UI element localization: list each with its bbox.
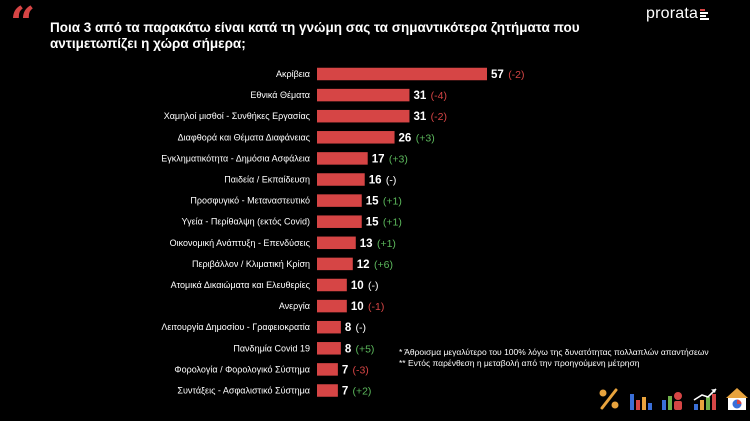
category-label: Προσφυγικό - Μεταναστευτικό [190, 196, 310, 206]
page-title: Ποια 3 από τα παρακάτω είναι κατά τη γνώ… [50, 20, 580, 51]
home-chart-icon [726, 388, 748, 410]
category-label: Εθνικά Θέματα [250, 90, 310, 100]
category-label: Οικονομική Ανάπτυξη - Επενδύσεις [170, 238, 311, 248]
bar [317, 278, 347, 292]
change-label: (+3) [416, 132, 435, 144]
value-label: 15 [366, 196, 379, 208]
brand-logo: prorata [646, 5, 710, 23]
bar [317, 67, 487, 81]
value-label: 10 [351, 280, 364, 292]
bar [317, 215, 362, 228]
category-label: Ατομικά Δικαιώματα και Ελευθερίες [171, 280, 311, 290]
category-label: Ακρίβεια [276, 69, 310, 79]
category-label: Περιβάλλον / Κλιματική Κρίση [192, 259, 310, 269]
category-label: Υγεία - Περίθαλψη (εκτός Covid) [182, 217, 310, 227]
bar [317, 194, 362, 207]
change-label: (-2) [508, 69, 524, 81]
bar-chart-people-icon [662, 392, 682, 410]
footnote-1: * Άθροισμα μεγαλύτερο του 100% λόγω της … [399, 347, 709, 357]
value-label: 10 [351, 301, 364, 313]
change-label: (+6) [374, 259, 393, 271]
category-label: Φορολογία / Φορολογικό Σύστημα [174, 364, 310, 374]
value-label: 31 [413, 111, 426, 123]
bar [317, 152, 368, 165]
change-label: (+2) [352, 386, 371, 398]
value-label: 26 [399, 132, 412, 144]
value-label: 17 [372, 153, 385, 165]
change-label: (-4) [431, 90, 447, 102]
change-label: (-) [368, 280, 379, 292]
footnote-2: ** Εντός παρένθεση η μεταβολή από την πρ… [399, 358, 640, 368]
bar [317, 299, 347, 313]
bar [317, 384, 338, 397]
category-label: Εγκληματικότητα - Δημόσια Ασφάλεια [161, 153, 310, 163]
value-label: 31 [413, 90, 426, 102]
category-label: Συντάξεις - Ασφαλιστικό Σύστημα [177, 386, 310, 396]
bar [317, 88, 410, 102]
bar [317, 109, 410, 123]
quote-mark-icon: “ [10, 0, 36, 49]
percent-icon [599, 388, 619, 410]
footnotes: * Άθροισμα μεγαλύτερο του 100% λόγω της … [399, 347, 709, 369]
trend-chart-icon [693, 388, 717, 410]
category-label: Παιδεία / Εκπαίδευση [224, 175, 310, 185]
value-label: 12 [357, 259, 370, 271]
value-label: 7 [342, 364, 348, 376]
category-label: Ανεργία [279, 301, 310, 311]
change-label: (-1) [368, 301, 384, 313]
change-label: (-) [386, 175, 397, 187]
category-label: Πανδημία Covid 19 [233, 343, 310, 353]
change-label: (+5) [355, 343, 374, 355]
bar [317, 236, 356, 250]
bar [317, 257, 353, 271]
value-label: 7 [342, 386, 348, 398]
bar [317, 131, 395, 144]
category-label: Χαμηλοί μισθοί - Συνθήκες Εργασίας [164, 111, 311, 121]
value-label: 8 [345, 322, 352, 334]
bar [317, 342, 341, 355]
change-label: (+1) [377, 238, 396, 250]
change-label: (-3) [352, 364, 368, 376]
value-label: 57 [491, 69, 504, 81]
logo-text: prorata [646, 5, 699, 22]
value-label: 15 [366, 217, 379, 229]
category-label: Διαφθορά και Θέματα Διαφάνειας [178, 132, 311, 142]
category-label: Λειτουργία Δημοσίου - Γραφειοκρατία [161, 322, 310, 332]
logo-bars-icon [700, 8, 710, 20]
change-label: (-2) [431, 111, 447, 123]
value-label: 16 [369, 175, 382, 187]
bar-chart-icon [630, 394, 652, 410]
change-label: (-) [355, 322, 366, 334]
bar [317, 363, 338, 376]
value-label: 13 [360, 238, 373, 250]
change-label: (+1) [383, 196, 402, 208]
value-label: 8 [345, 343, 352, 355]
change-label: (+3) [389, 153, 408, 165]
change-label: (+1) [383, 217, 402, 229]
bar [317, 320, 341, 334]
category-icons [596, 386, 750, 412]
bar [317, 173, 365, 186]
